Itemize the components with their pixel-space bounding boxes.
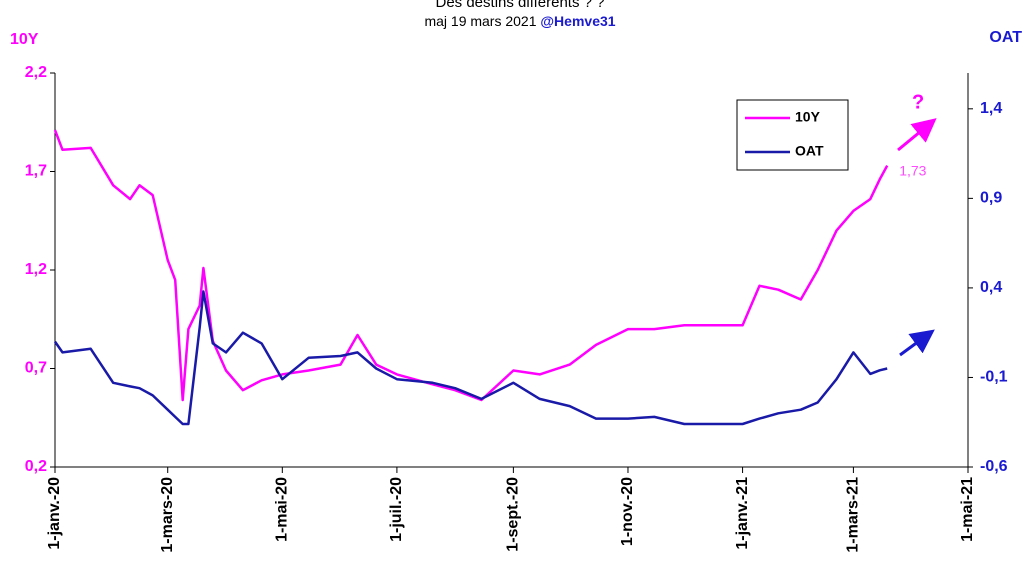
- x-tick-label: 1-nov.-20: [619, 477, 636, 546]
- chart-title: Des destins différents ? ?: [436, 0, 605, 11]
- data-label: 1,73: [899, 162, 926, 178]
- series-line: [53, 129, 889, 402]
- y-axis-label: 10Y: [10, 31, 39, 48]
- series-line: [53, 290, 888, 426]
- arrow: [897, 118, 937, 152]
- legend: [736, 99, 849, 171]
- x-tick-label: 1-sept.-20: [505, 477, 522, 552]
- x-tick-label: 1-janv.-20: [46, 477, 63, 550]
- y2-tick-label: -0,1: [980, 369, 1008, 386]
- y2-tick-label: 0,9: [980, 190, 1002, 207]
- subtitle: maj 19 mars 2021: [424, 13, 536, 29]
- subtitle-line: maj 19 mars 2021 @Hemve31: [424, 13, 615, 29]
- y2-tick-label: 0,4: [980, 279, 1002, 296]
- y-tick-label: 0,7: [25, 360, 47, 377]
- legend-label: OAT: [795, 143, 824, 159]
- x-tick-label: 1-mars-21: [845, 477, 862, 553]
- x-tick-label: 1-juil.-20: [388, 477, 405, 542]
- y2-tick-label: 1,4: [980, 100, 1002, 117]
- arrow: [899, 329, 935, 357]
- x-tick-label: 1-mai-20: [274, 477, 291, 542]
- x-tick-label: 1-janv.-21: [734, 477, 751, 550]
- y-tick-label: 1,7: [25, 163, 47, 180]
- x-tick-label: 1-mars-20: [159, 477, 176, 553]
- y-tick-label: 0,2: [25, 458, 47, 475]
- x-tick-label: 1-mai-21: [959, 477, 976, 542]
- legend-label: 10Y: [795, 109, 821, 125]
- y2-axis-label: OAT: [989, 29, 1022, 46]
- annotation: ?: [912, 91, 924, 113]
- y-tick-label: 1,2: [25, 261, 47, 278]
- y-tick-label: 2,2: [25, 64, 47, 81]
- y2-tick-label: -0,6: [980, 458, 1008, 475]
- source: @Hemve31: [540, 13, 615, 29]
